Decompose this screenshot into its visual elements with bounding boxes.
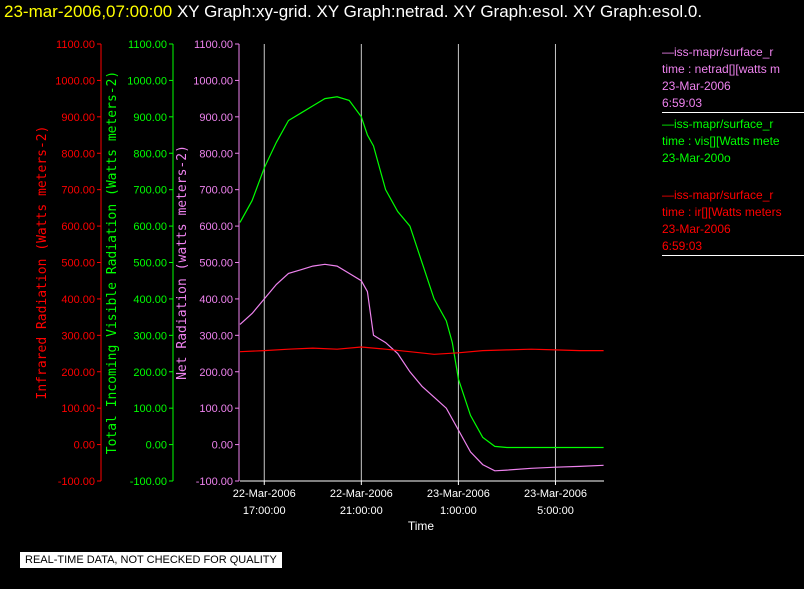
- x-tick-label: 17:00:00: [243, 505, 286, 517]
- y-tick-label: 1100.00: [128, 39, 167, 51]
- y-tick-label: 1000.00: [127, 75, 167, 87]
- y-tick-label: 1100.00: [56, 39, 95, 51]
- series-line: [239, 263, 604, 472]
- y-tick-label: 0.00: [146, 440, 167, 452]
- header-bar: 23-mar-2006,07:00:00 XY Graph:xy-grid. X…: [4, 2, 702, 22]
- series-line: [239, 96, 604, 449]
- legend-separator: [662, 112, 804, 113]
- y-tick-label: -100.00: [130, 476, 167, 488]
- y-tick-label: 900.00: [61, 112, 95, 124]
- legend-entry-ir[interactable]: —iss-mapr/surface_r time : ir[][Watts me…: [662, 187, 804, 255]
- legend-line: —iss-mapr/surface_r: [662, 188, 774, 202]
- x-tick-label: 23-Mar-2006: [524, 488, 587, 500]
- legend-line: time : vis[][Watts mete: [662, 134, 780, 148]
- y-tick-label: 700.00: [133, 185, 167, 197]
- y-tick-label: 1100.00: [194, 39, 233, 51]
- x-tick-label: 22-Mar-2006: [233, 488, 296, 500]
- x-tick-label: 22-Mar-2006: [330, 488, 393, 500]
- legend-line: 23-Mar-2006: [662, 222, 731, 236]
- y-axis-label: Total Incoming Visible Radiation (Watts …: [105, 71, 120, 455]
- y-tick-label: 600.00: [61, 221, 95, 233]
- series-line: [239, 346, 604, 355]
- y-tick-label: 300.00: [133, 330, 167, 342]
- y-tick-label: -100.00: [58, 476, 95, 488]
- legend-line: 6:59:03: [662, 239, 703, 253]
- y-tick-label: 0.00: [74, 440, 95, 452]
- y-tick-label: -100.00: [196, 476, 233, 488]
- y-tick-label: 700.00: [199, 185, 233, 197]
- y-tick-label: 500.00: [199, 258, 233, 270]
- legend-line: 23-Mar-2006: [662, 79, 731, 93]
- y-tick-label: 900.00: [133, 112, 167, 124]
- header-timestamp: 23-mar-2006,07:00:00: [4, 2, 173, 21]
- graph-title-esol-0[interactable]: XY Graph:esol.0.: [572, 2, 703, 21]
- legend-line: time : netrad[][watts m: [662, 62, 781, 76]
- legend-line: time : ir[][Watts meters: [662, 205, 782, 219]
- x-tick-label: 1:00:00: [440, 505, 477, 517]
- y-tick-label: 900.00: [199, 112, 233, 124]
- graph-title-netrad[interactable]: XY Graph:netrad.: [316, 2, 449, 21]
- x-tick-label: 23-Mar-2006: [427, 488, 490, 500]
- y-tick-label: 300.00: [61, 330, 95, 342]
- graph-title-esol[interactable]: XY Graph:esol.: [453, 2, 569, 21]
- y-tick-label: 500.00: [133, 258, 167, 270]
- y-tick-label: 100.00: [199, 403, 233, 415]
- y-tick-label: 200.00: [199, 367, 233, 379]
- legend-line: 23-Mar-200o: [662, 151, 731, 165]
- x-tick-label: 5:00:00: [537, 505, 574, 517]
- y-axis-label: Infrared Radiation (Watts meters-2): [35, 126, 50, 400]
- y-tick-label: 400.00: [133, 294, 167, 306]
- y-tick-label: 0.00: [212, 440, 233, 452]
- y-tick-label: 700.00: [61, 185, 95, 197]
- x-tick-label: 21:00:00: [340, 505, 383, 517]
- y-tick-label: 600.00: [133, 221, 167, 233]
- y-tick-label: 200.00: [61, 367, 95, 379]
- y-axis-label: Net Radiation (watts meters-2): [175, 145, 190, 380]
- legend-line: —iss-mapr/surface_r: [662, 45, 774, 59]
- graph-title-xy-grid[interactable]: XY Graph:xy-grid.: [176, 2, 312, 21]
- y-tick-label: 100.00: [133, 403, 167, 415]
- y-tick-label: 100.00: [61, 403, 95, 415]
- x-axis-label: Time: [408, 519, 435, 533]
- y-tick-label: 400.00: [61, 294, 95, 306]
- legend-line: 6:59:03: [662, 96, 703, 110]
- quality-notice: REAL-TIME DATA, NOT CHECKED FOR QUALITY: [19, 551, 283, 569]
- legend-line: —iss-mapr/surface_r: [662, 117, 774, 131]
- legend-entry-vis[interactable]: —iss-mapr/surface_r time : vis[][Watts m…: [662, 116, 804, 167]
- y-tick-label: 800.00: [133, 148, 167, 160]
- y-tick-label: 800.00: [199, 148, 233, 160]
- y-tick-label: 500.00: [61, 258, 95, 270]
- y-tick-label: 300.00: [199, 330, 233, 342]
- y-tick-label: 1000.00: [193, 75, 233, 87]
- y-tick-label: 200.00: [133, 367, 167, 379]
- y-tick-label: 400.00: [199, 294, 233, 306]
- legend-separator: [662, 255, 804, 256]
- legend-entry-netrad[interactable]: —iss-mapr/surface_r time : netrad[][watt…: [662, 44, 804, 112]
- y-tick-label: 800.00: [61, 148, 95, 160]
- y-tick-label: 1000.00: [55, 75, 95, 87]
- y-tick-label: 600.00: [199, 221, 233, 233]
